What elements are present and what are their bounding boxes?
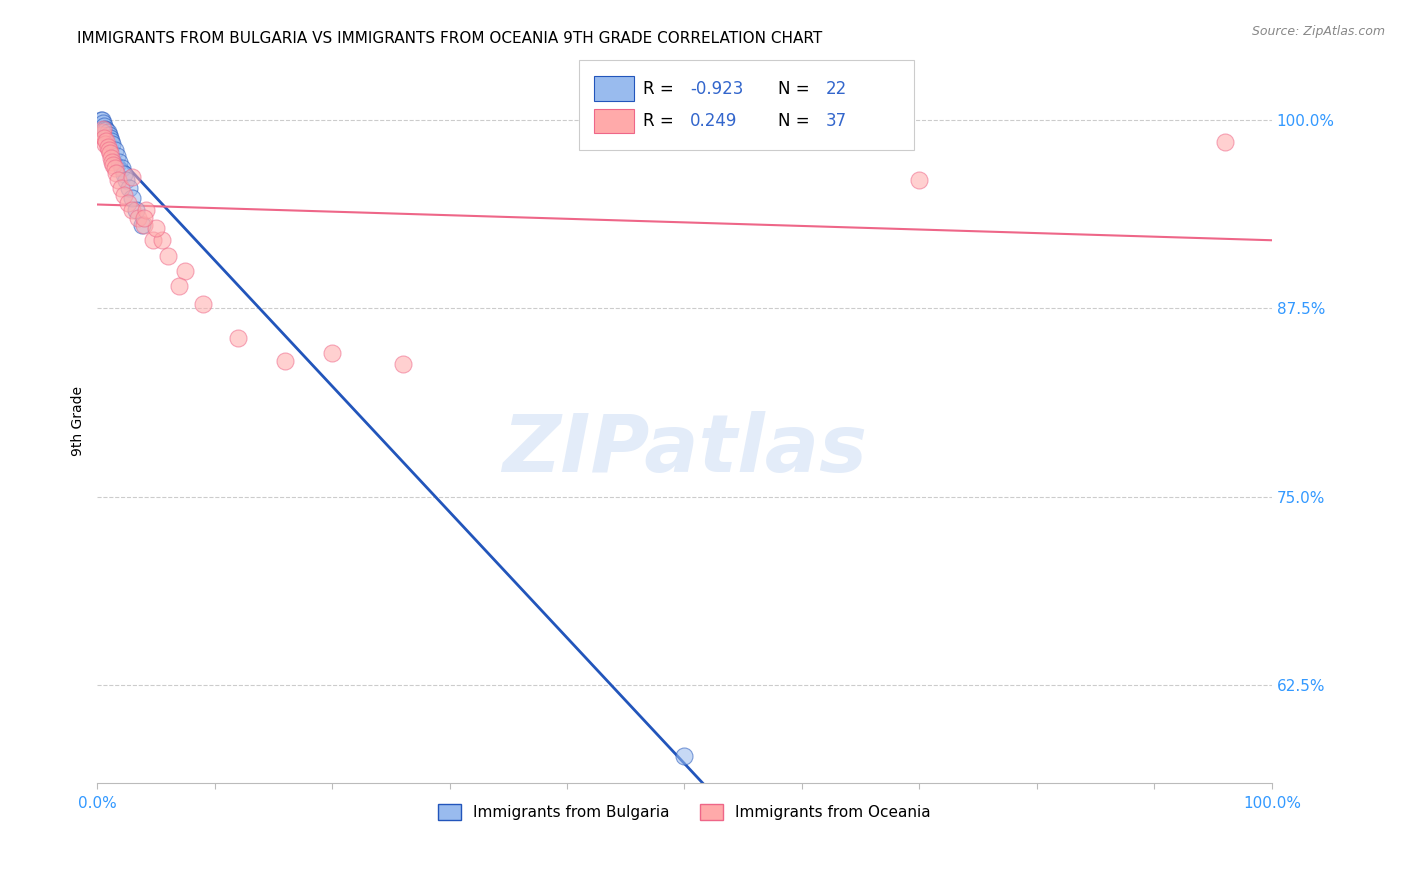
Point	[98, 131, 121, 145]
Text: 0.249: 0.249	[690, 112, 738, 130]
Point	[174, 263, 197, 277]
Point	[93, 119, 115, 133]
Text: N =: N =	[779, 79, 815, 97]
FancyBboxPatch shape	[593, 76, 634, 101]
Point	[101, 136, 124, 151]
Text: ZIPatlas: ZIPatlas	[502, 411, 868, 489]
Point	[90, 112, 112, 127]
Point	[132, 211, 155, 225]
Y-axis label: 9th Grade: 9th Grade	[72, 386, 86, 457]
Point	[94, 136, 117, 151]
FancyBboxPatch shape	[593, 109, 634, 134]
Text: Source: ZipAtlas.com: Source: ZipAtlas.com	[1251, 25, 1385, 38]
Point	[107, 173, 129, 187]
Text: R =: R =	[644, 112, 685, 130]
Point	[90, 112, 112, 127]
Point	[169, 278, 191, 293]
Point	[274, 354, 297, 368]
Point	[226, 331, 249, 345]
Text: N =: N =	[779, 112, 815, 130]
Point	[97, 128, 120, 142]
Point	[105, 149, 128, 163]
Point	[104, 166, 127, 180]
Point	[121, 170, 143, 185]
Point	[94, 122, 117, 136]
Point	[111, 161, 134, 175]
Point	[112, 167, 135, 181]
Point	[96, 123, 118, 137]
Point	[97, 125, 120, 139]
Point	[121, 191, 143, 205]
Point	[101, 155, 124, 169]
Point	[145, 221, 167, 235]
Legend: Immigrants from Bulgaria, Immigrants from Oceania: Immigrants from Bulgaria, Immigrants fro…	[432, 797, 936, 826]
Point	[117, 195, 139, 210]
Point	[118, 180, 141, 194]
Point	[908, 173, 931, 187]
Point	[156, 248, 179, 262]
Point	[104, 143, 127, 157]
Point	[1213, 136, 1236, 150]
Point	[93, 131, 115, 145]
Point	[100, 151, 122, 165]
Text: -0.923: -0.923	[690, 79, 744, 97]
Point	[91, 122, 114, 136]
Point	[135, 203, 157, 218]
Text: 22: 22	[825, 79, 846, 97]
Point	[150, 234, 173, 248]
Point	[127, 211, 149, 225]
Point	[125, 203, 148, 218]
Point	[131, 219, 153, 233]
Text: 37: 37	[825, 112, 846, 130]
Point	[90, 128, 112, 142]
Point	[673, 748, 696, 763]
Point	[391, 357, 413, 371]
Point	[98, 146, 121, 161]
Point	[91, 116, 114, 130]
Point	[96, 134, 118, 148]
Text: IMMIGRANTS FROM BULGARIA VS IMMIGRANTS FROM OCEANIA 9TH GRADE CORRELATION CHART: IMMIGRANTS FROM BULGARIA VS IMMIGRANTS F…	[77, 31, 823, 46]
Point	[100, 134, 122, 148]
Point	[97, 143, 120, 157]
Point	[108, 155, 131, 169]
Point	[103, 158, 125, 172]
Point	[121, 203, 143, 218]
Point	[112, 188, 135, 202]
Point	[90, 125, 112, 139]
Point	[110, 180, 132, 194]
Text: R =: R =	[644, 79, 679, 97]
Point	[132, 219, 155, 233]
Point	[191, 297, 214, 311]
Point	[97, 140, 120, 154]
Point	[321, 346, 343, 360]
Point	[142, 234, 165, 248]
FancyBboxPatch shape	[579, 60, 914, 150]
Point	[104, 161, 127, 175]
Point	[115, 173, 138, 187]
